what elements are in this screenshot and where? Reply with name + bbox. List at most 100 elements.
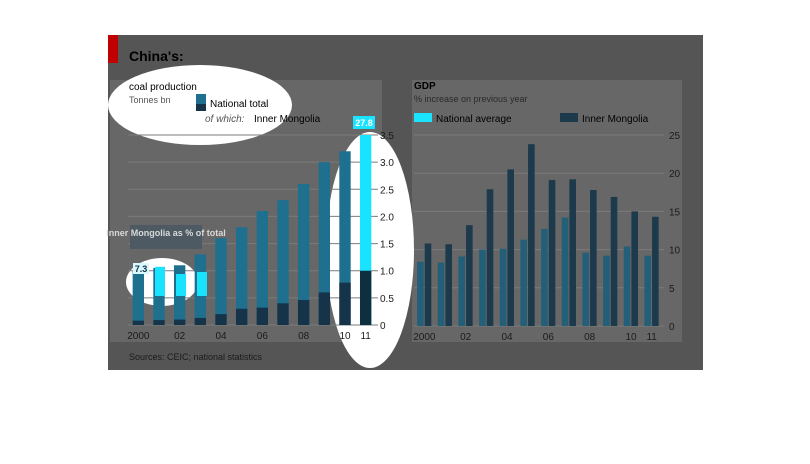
end-value-label-box	[353, 116, 375, 129]
x-tick-label: 08	[584, 332, 596, 343]
y-tick-label: 2.0	[380, 212, 394, 223]
bar-inner-mongolia	[590, 190, 597, 326]
legend-prefix-of-which: of which:	[205, 114, 245, 125]
y-tick-label: 5	[669, 284, 675, 295]
bar-national-total	[339, 151, 351, 325]
legend-label-gdp-inner-mongolia: Inner Mongolia	[582, 114, 649, 125]
gdp-chart: 0 5 10 15 20 25 2000 02 04 06 08 10 11	[413, 131, 680, 343]
bar-inner-mongolia	[569, 179, 576, 326]
bar-national-average	[644, 255, 652, 326]
bar-inner-mongolia	[132, 320, 145, 325]
bar-inner-mongolia	[173, 319, 186, 325]
y-tick-label: 20	[669, 169, 681, 180]
x-tick-label: 2000	[127, 331, 150, 342]
bar-inner-mongolia	[318, 292, 331, 325]
inset-title: Inner Mongolia as % of total	[106, 228, 226, 238]
bar-inner-mongolia	[507, 169, 514, 326]
bar-national-average	[458, 256, 466, 326]
legend-swatch-inner-mongolia	[196, 104, 206, 111]
bar-inner-mongolia	[215, 314, 227, 325]
source-note: Sources: CEIC; national statistics	[129, 352, 263, 362]
y-tick-label: 25	[669, 131, 681, 142]
x-tick-label: 10	[339, 331, 351, 342]
inset-start-label: 7.3	[135, 264, 148, 274]
y-tick-label: 15	[669, 207, 681, 218]
bar-inner-mongolia	[297, 300, 310, 325]
x-tick-label: 06	[543, 332, 555, 343]
coal-title: coal production	[129, 82, 197, 93]
y-tick-label: 3.0	[380, 158, 394, 169]
bar-national-total	[215, 238, 227, 325]
y-tick-label: 3.5	[380, 131, 394, 142]
x-tick-label: 02	[460, 332, 472, 343]
bar-national-total	[297, 183, 310, 325]
x-tick-label: 10	[625, 332, 637, 343]
bar-national-average	[520, 239, 528, 326]
x-tick-label: 08	[298, 331, 310, 342]
x-tick-label: 06	[257, 331, 269, 342]
y-tick-label: 1.5	[380, 240, 394, 251]
bar-inner-mongolia	[359, 270, 372, 325]
y-tick-label: 10	[669, 246, 681, 257]
legend-swatch-gdp-inner-mongolia	[560, 113, 578, 122]
bar-national-total	[318, 162, 331, 325]
bar-inner-mongolia	[652, 216, 659, 326]
bar-inner-mongolia	[256, 307, 269, 325]
bar-inner-mongolia	[235, 308, 248, 325]
bar-national-total	[153, 268, 165, 325]
x-tick-label: 11	[360, 331, 371, 342]
gdp-subtitle: % increase on previous year	[414, 94, 528, 104]
bar-national-average	[582, 252, 590, 326]
x-tick-label: 02	[174, 331, 186, 342]
legend-label-national-average: National average	[436, 114, 512, 125]
y-tick-label: 0.5	[380, 294, 394, 305]
bar-national-average	[479, 249, 486, 326]
y-tick-label: 2.5	[380, 185, 394, 196]
end-value-label: 27.8	[355, 118, 373, 128]
bar-national-average	[417, 261, 424, 326]
bar-national-average	[499, 248, 507, 326]
bar-inner-mongolia	[548, 180, 556, 326]
y-tick-label: 1.0	[380, 267, 394, 278]
bar-inner-mongolia	[528, 144, 535, 326]
bar-national-total	[359, 135, 372, 325]
legend-label-inner-mongolia: Inner Mongolia	[254, 114, 321, 125]
x-tick-label: 04	[501, 332, 513, 343]
bar-national-total	[277, 200, 289, 325]
bar-inner-mongolia	[631, 211, 638, 326]
bar-national-total	[132, 270, 145, 325]
gdp-title: GDP	[414, 81, 436, 92]
inset-bar	[197, 272, 207, 296]
y-tick-label: 0	[669, 322, 675, 333]
bar-national-total	[235, 227, 248, 325]
bar-inner-mongolia	[445, 244, 452, 326]
bar-inner-mongolia	[466, 225, 473, 326]
legend-swatch-national-average	[414, 113, 432, 122]
bar-inner-mongolia	[277, 303, 289, 325]
bar-inner-mongolia	[610, 196, 618, 326]
inset-box	[130, 225, 202, 249]
y-tick-label: 0	[380, 321, 386, 332]
bar-national-total	[256, 211, 269, 325]
headline: China's:	[129, 48, 184, 64]
bar-inner-mongolia	[339, 282, 351, 325]
bar-inner-mongolia	[194, 317, 207, 325]
x-tick-label: 04	[215, 331, 227, 342]
bar-national-average	[603, 255, 610, 326]
coal-subtitle: Tonnes bn	[129, 95, 171, 105]
x-tick-label: 2000	[413, 332, 436, 343]
inset-bar	[155, 266, 165, 296]
bar-national-average	[561, 217, 569, 326]
bar-national-average	[437, 262, 445, 326]
inset-bars	[155, 266, 207, 296]
brand-tab	[108, 35, 118, 63]
legend-label-national-total: National total	[210, 99, 268, 110]
bar-inner-mongolia	[424, 243, 432, 326]
legend-swatch-national-total	[196, 94, 206, 104]
bar-national-average	[541, 228, 548, 326]
inset-start-label-box	[133, 263, 149, 274]
bar-inner-mongolia	[486, 189, 494, 326]
inset-bar	[176, 274, 186, 296]
bar-national-average	[623, 246, 631, 326]
